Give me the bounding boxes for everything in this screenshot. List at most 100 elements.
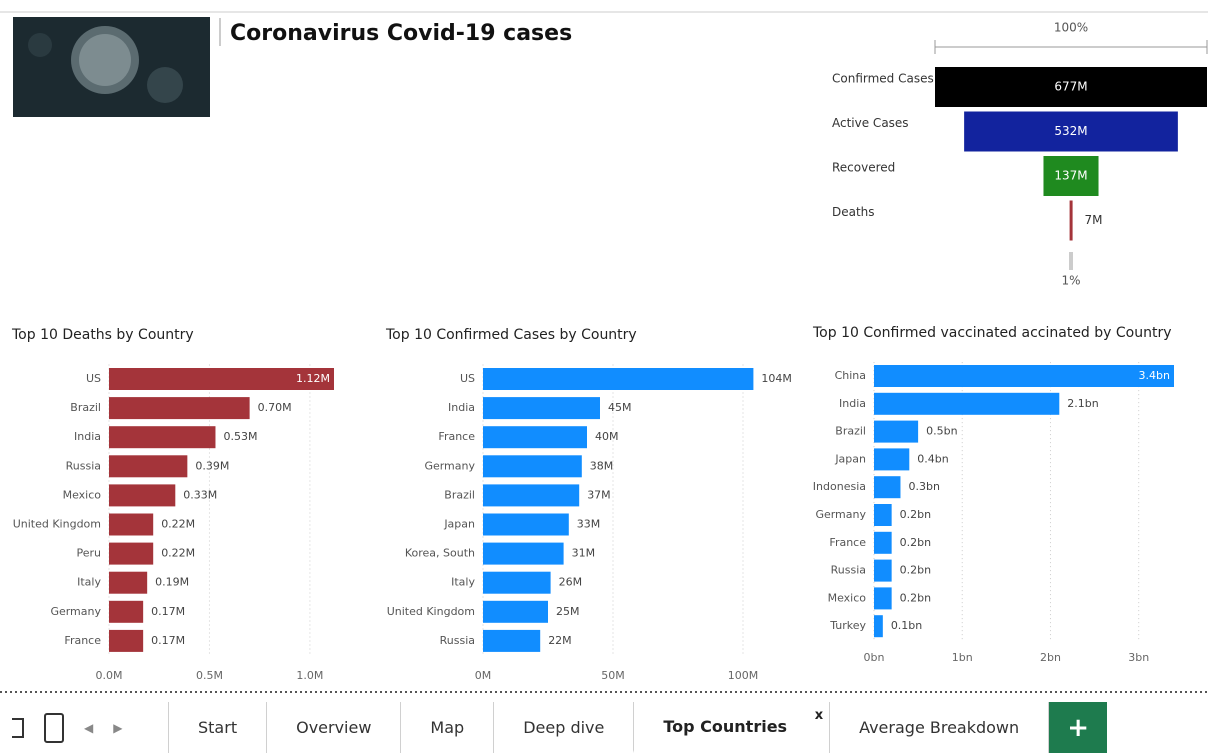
y-tick-label: India xyxy=(839,397,866,410)
value-label: 40M xyxy=(595,430,619,443)
y-tick-label: Brazil xyxy=(835,425,866,438)
value-label: 0.2bn xyxy=(900,564,931,577)
value-label: 104M xyxy=(761,372,792,385)
x-tick-label: 100M xyxy=(728,669,759,682)
value-label: 0.4bn xyxy=(917,452,948,465)
bar xyxy=(483,368,754,390)
value-label: 0.1bn xyxy=(891,619,922,632)
funnel-value-label: 532M xyxy=(1054,124,1087,138)
y-tick-label: Indonesia xyxy=(813,480,866,493)
value-label: 0.2bn xyxy=(900,508,931,521)
x-tick-label: 0M xyxy=(475,669,492,682)
value-label: 26M xyxy=(559,576,583,589)
phone-icon[interactable] xyxy=(44,712,64,743)
bar xyxy=(874,559,892,582)
next-arrow[interactable]: ▶ xyxy=(113,720,123,735)
x-tick-label: 0.5M xyxy=(196,669,223,682)
value-label: 31M xyxy=(572,547,596,560)
y-tick-label: Russia xyxy=(831,564,866,577)
x-tick-label: 0bn xyxy=(864,651,885,664)
x-tick-label: 0.0M xyxy=(96,669,123,682)
value-label: 0.19M xyxy=(155,576,189,589)
funnel-value-label: 677M xyxy=(1054,80,1087,94)
prev-arrow[interactable]: ◀ xyxy=(84,720,94,735)
y-tick-label: India xyxy=(448,401,475,414)
desktop-icon[interactable] xyxy=(12,717,24,738)
value-label: 0.5bn xyxy=(926,425,957,438)
bar xyxy=(109,368,334,390)
page-tab[interactable]: Overview xyxy=(266,702,400,753)
bar xyxy=(109,542,154,565)
bar xyxy=(109,571,148,594)
virus-image xyxy=(13,17,210,117)
value-label: 0.3bn xyxy=(908,480,939,493)
close-tab[interactable]: x xyxy=(814,708,824,723)
value-label: 0.53M xyxy=(223,430,257,443)
value-label: 2.1bn xyxy=(1067,397,1098,410)
y-tick-label: United Kingdom xyxy=(387,605,475,618)
funnel-bar xyxy=(1069,200,1073,241)
chart-title: Top 10 Deaths by Country xyxy=(11,327,194,343)
tab-spacer xyxy=(1048,702,1050,753)
bar xyxy=(874,531,892,554)
y-tick-label: Mexico xyxy=(63,488,102,501)
x-tick-label: 2bn xyxy=(1040,651,1061,664)
add-page-button[interactable]: + xyxy=(1049,702,1108,753)
funnel-bar xyxy=(964,111,1178,152)
page-tab[interactable]: Deep dive xyxy=(493,702,633,753)
value-label: 0.22M xyxy=(161,547,195,560)
value-label: 0.70M xyxy=(258,401,292,414)
value-label: 0.17M xyxy=(151,634,185,647)
bar xyxy=(874,615,883,638)
chart-title: Top 10 Confirmed Cases by Country xyxy=(385,327,637,343)
bar xyxy=(483,571,551,594)
y-tick-label: China xyxy=(835,369,866,382)
funnel-bar xyxy=(935,67,1207,107)
bar xyxy=(109,600,144,623)
funnel-bar xyxy=(1043,156,1099,196)
page-tab[interactable]: Start xyxy=(168,702,266,753)
page-tab[interactable]: Top Countries x xyxy=(633,702,830,753)
y-tick-label: Russia xyxy=(440,634,475,647)
funnel-category: Deaths xyxy=(832,205,875,219)
bar xyxy=(874,504,892,526)
bar xyxy=(483,455,582,478)
page-tab[interactable]: Average Breakdown xyxy=(829,702,1048,753)
value-label: 1.12M xyxy=(296,372,330,385)
y-tick-label: Korea, South xyxy=(405,547,475,560)
y-tick-label: Italy xyxy=(77,576,101,589)
bar xyxy=(483,484,580,507)
x-tick-label: 3bn xyxy=(1128,651,1149,664)
bar xyxy=(874,392,1060,415)
y-tick-label: France xyxy=(829,536,866,549)
y-tick-label: Turkey xyxy=(829,619,866,632)
value-label: 0.33M xyxy=(183,488,217,501)
y-tick-label: Japan xyxy=(443,518,475,531)
funnel-bottom-label: 1% xyxy=(1061,274,1080,288)
bar xyxy=(109,426,216,449)
bar xyxy=(483,629,541,652)
y-tick-label: India xyxy=(74,430,101,443)
page-tab[interactable]: Map xyxy=(400,702,493,753)
bar xyxy=(109,513,154,536)
funnel-category: Confirmed Cases xyxy=(832,72,934,86)
bar xyxy=(109,629,144,652)
value-label: 37M xyxy=(587,488,611,501)
bar xyxy=(874,476,901,499)
bar xyxy=(483,542,564,565)
bar xyxy=(109,397,250,420)
value-label: 38M xyxy=(590,459,614,472)
chart-title: Top 10 Confirmed vaccinated accinated by… xyxy=(812,325,1172,341)
y-tick-label: Japan xyxy=(834,452,866,465)
bar xyxy=(109,455,188,478)
y-tick-label: Germany xyxy=(50,605,101,618)
y-tick-label: United Kingdom xyxy=(13,518,101,531)
value-label: 0.39M xyxy=(195,459,229,472)
x-tick-label: 1.0M xyxy=(296,669,323,682)
bar xyxy=(874,365,1174,387)
dashboard: Coronavirus Covid-19 cases 100% Confirmed… xyxy=(0,11,1208,693)
value-label: 0.2bn xyxy=(900,536,931,549)
funnel-top-label: 100% xyxy=(1054,21,1088,35)
funnel-category: Recovered xyxy=(832,161,895,175)
